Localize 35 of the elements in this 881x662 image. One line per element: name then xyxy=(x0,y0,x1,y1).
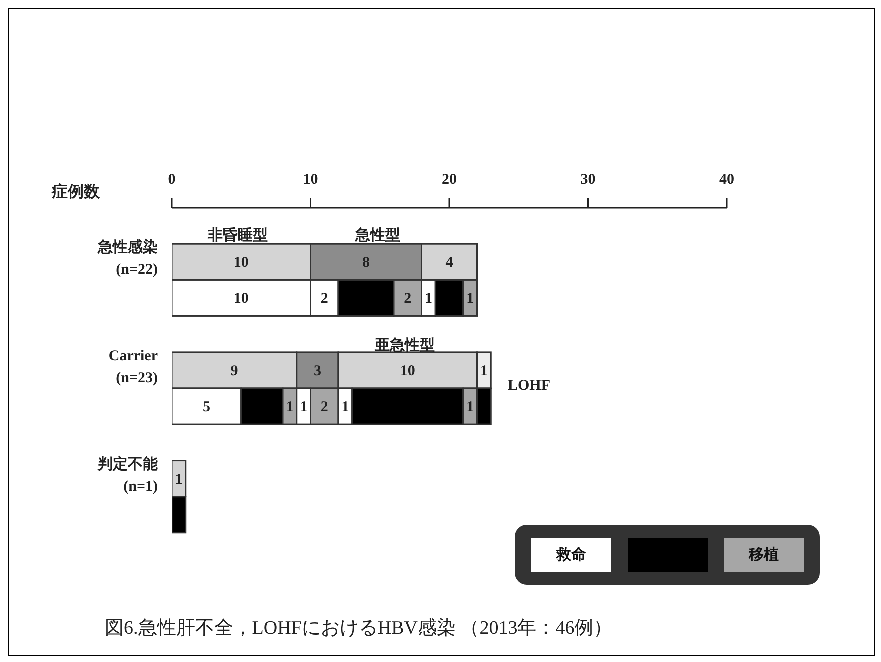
data-label: 1 xyxy=(286,400,294,416)
y-tick-label: 急性感染 (n=22) xyxy=(97,238,158,278)
data-label: 4 xyxy=(446,255,454,272)
data-label: 3 xyxy=(314,363,322,380)
data-label: 1 xyxy=(424,291,432,308)
y-tick-label: Carrier (n=23) xyxy=(108,348,158,386)
data-label: 10 xyxy=(234,255,249,272)
data-label: 2 xyxy=(320,291,328,308)
x-tick-label: 30 xyxy=(580,172,596,188)
data-label: 8 xyxy=(362,255,370,272)
annotation: 非昏睡型 xyxy=(208,226,268,245)
labelled-swatch: 移植 xyxy=(724,538,804,572)
annotation: 亜急性型 xyxy=(375,336,435,355)
data-label: 2 xyxy=(320,400,328,416)
data-label: 1 xyxy=(480,363,488,380)
x-tick-label: 10 xyxy=(303,172,318,188)
data-label: 10 xyxy=(400,363,416,380)
data-label: 9 xyxy=(230,363,238,380)
data-label: 1 xyxy=(342,400,350,416)
x-tick-label: 40 xyxy=(720,172,734,188)
data-label: 5 xyxy=(202,400,210,416)
text: 図6.急性肝不全，LOHFにおけるHBV感染 （2013年：46例） xyxy=(105,617,613,641)
data-label: 10 xyxy=(234,291,249,308)
data-label: 1 xyxy=(466,400,474,416)
data-label: 1 xyxy=(175,472,183,488)
annotation: 急性型 xyxy=(356,226,400,245)
annotation: LOHF xyxy=(508,378,551,395)
x-axis-title: 症例数 xyxy=(52,182,100,203)
y-tick-label: 判定不能 (n=1) xyxy=(97,454,159,495)
x-tick-label: 20 xyxy=(442,172,457,188)
x-tick-label: 0 xyxy=(168,172,176,188)
data-label: 1 xyxy=(466,291,474,308)
labelled-swatch: 救命 xyxy=(531,538,612,572)
data-label: 1 xyxy=(300,400,308,416)
data-label: 2 xyxy=(404,291,412,308)
